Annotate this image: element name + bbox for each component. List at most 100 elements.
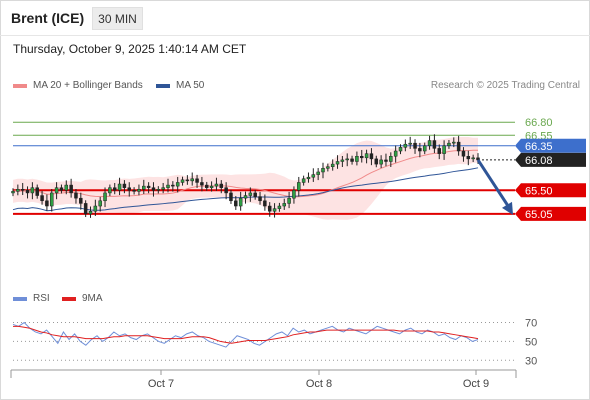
candle-body-24 (127, 187, 131, 191)
candle-body-0 (11, 191, 15, 194)
candle-body-85 (422, 145, 427, 152)
candle-body-62 (311, 174, 316, 178)
candle-body-5 (35, 187, 39, 196)
timeframe-button[interactable]: 30 MIN (92, 7, 143, 30)
candle-body-21 (112, 187, 117, 191)
level-label-5: 65.05 (525, 209, 553, 221)
candle-body-3 (25, 190, 30, 194)
candle-body-25 (132, 190, 136, 192)
candle-body-72 (360, 156, 364, 159)
candle-body-49 (248, 192, 253, 196)
candle-body-64 (321, 168, 325, 173)
candle-body-46 (234, 200, 238, 207)
candle-body-45 (229, 192, 233, 202)
candle-body-95 (471, 157, 475, 160)
candle-body-16 (88, 211, 93, 215)
legend-rsi: RSI (13, 293, 50, 304)
legend-9ma-label: 9MA (82, 293, 103, 304)
candle-body-57 (287, 197, 291, 204)
x-tick-label-0: Oct 7 (148, 378, 174, 390)
level-tag-3 (515, 152, 586, 167)
candle-body-30 (156, 189, 161, 191)
candle-body-9 (54, 187, 59, 194)
candle-body-38 (195, 178, 199, 183)
level-label-0: 66.80 (525, 117, 553, 129)
candle-body-66 (330, 163, 335, 167)
legend-ma20-label: MA 20 + Bollinger Bands (33, 80, 143, 91)
candle-body-68 (340, 159, 345, 162)
candle-body-11 (64, 184, 69, 191)
candle-body-40 (205, 184, 209, 188)
candle-body-43 (219, 183, 224, 188)
candle-body-69 (345, 158, 349, 161)
legend-9ma-swatch (62, 296, 76, 301)
candle-body-22 (117, 183, 122, 191)
instrument-title: Brent (ICE) (11, 10, 85, 26)
credit-text: Research © 2025 Trading Central (430, 80, 580, 91)
candle-body-29 (151, 187, 156, 191)
rsi-series-9ma (13, 325, 479, 344)
ma20-line (12, 149, 478, 198)
candle-body-39 (200, 182, 204, 186)
legend-ma50-swatch (156, 83, 170, 88)
candle-body-54 (272, 208, 277, 212)
candle-body-44 (224, 187, 228, 194)
legend-ma50: MA 50 (156, 80, 204, 91)
candle-body-10 (59, 187, 64, 191)
header-bar: Brent (ICE) 30 MIN (0, 0, 590, 36)
candle-body-76 (379, 159, 383, 165)
level-tag-5 (515, 206, 586, 221)
candle-body-52 (263, 200, 267, 207)
level-label-4: 65.50 (525, 185, 553, 197)
candle-body-6 (40, 195, 44, 202)
candle-body-63 (316, 171, 320, 175)
forecast-arrow-head (502, 201, 513, 215)
candle-body-56 (282, 203, 286, 207)
candle-body-67 (335, 161, 340, 165)
candle-body-15 (83, 203, 88, 215)
rsi-tick-2: 30 (525, 355, 537, 367)
candle-body-59 (297, 182, 301, 191)
candle-body-94 (466, 156, 471, 160)
candle-body-26 (137, 189, 141, 192)
candle-body-58 (292, 190, 296, 199)
candle-body-77 (384, 159, 388, 162)
level-tag-2 (515, 138, 586, 153)
candle-body-36 (185, 179, 190, 182)
candle-body-41 (209, 185, 214, 188)
candle-body-31 (161, 187, 165, 190)
candle-body-14 (79, 197, 83, 204)
candle-body-7 (45, 200, 49, 207)
candle-body-84 (418, 148, 422, 152)
candle-body-92 (456, 141, 461, 152)
level-label-3: 66.08 (525, 155, 553, 167)
candle-body-2 (20, 189, 25, 191)
candle-body-55 (277, 205, 282, 209)
candle-body-90 (447, 142, 451, 147)
candle-body-37 (190, 178, 194, 182)
candle-body-53 (267, 205, 272, 212)
candle-body-42 (214, 183, 219, 187)
candle-body-81 (403, 143, 408, 148)
candle-body-78 (389, 156, 393, 162)
candle-body-89 (442, 145, 446, 154)
candle-body-4 (30, 187, 35, 194)
rsi-series-rsi (12, 321, 479, 348)
candle-body-65 (326, 166, 330, 169)
candle-body-27 (142, 185, 146, 190)
candle-body-82 (408, 142, 412, 145)
candle-body-91 (452, 141, 456, 144)
candle-body-51 (258, 196, 262, 202)
legend-ma20: MA 20 + Bollinger Bands (13, 80, 143, 91)
candle-body-35 (180, 179, 185, 183)
candle-body-18 (98, 200, 102, 207)
candle-body-34 (175, 182, 180, 187)
rsi-tick-0: 70 (525, 318, 537, 330)
candle-body-17 (93, 205, 98, 212)
candle-body-86 (427, 140, 432, 147)
candle-body-79 (393, 150, 398, 157)
candle-body-12 (69, 184, 73, 194)
candle-body-93 (461, 150, 466, 157)
candle-body-60 (301, 178, 306, 183)
chart-datetime: Thursday, October 9, 2025 1:40:14 AM CET (13, 42, 247, 56)
